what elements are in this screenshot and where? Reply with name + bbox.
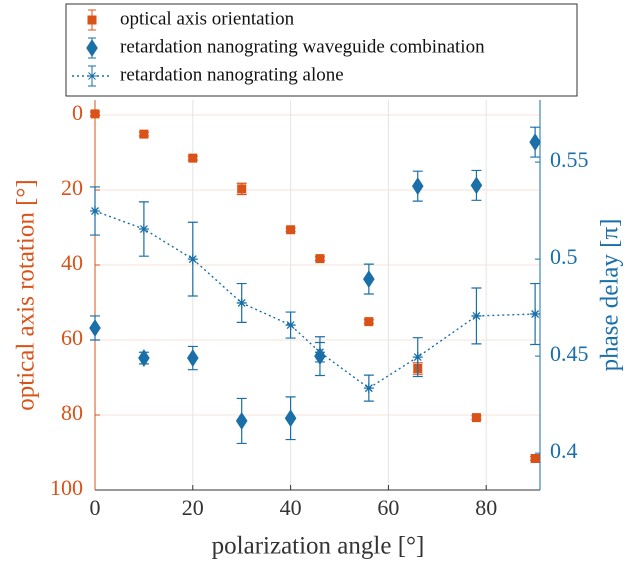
y-tick-label: 80 [61,400,83,425]
marker [363,383,374,394]
x-tick-label: 60 [377,495,399,520]
legend-box [65,3,578,97]
marker [187,254,198,265]
legend-label: retardation nanograting waveguide combin… [120,36,485,57]
x-tick-label: 80 [475,495,497,520]
marker [314,347,325,358]
marker [138,224,149,235]
legend-marker [86,39,98,57]
y-tick-label: 0 [72,100,83,125]
legend-label: optical axis orientation [120,8,295,29]
legend-label: retardation nanograting alone [120,64,344,85]
y2-tick-label: 0.45 [550,341,589,366]
marker [90,109,100,119]
marker [471,413,481,423]
marker [530,454,540,463]
marker [285,320,296,331]
legend-marker [87,71,97,81]
marker [470,176,483,195]
marker [188,153,198,163]
marker [139,129,149,139]
marker [530,309,541,320]
marker [315,254,325,264]
marker [364,317,374,327]
y2-tick-label: 0.55 [550,147,589,172]
legend-marker [87,15,97,25]
marker [471,310,482,321]
marker [284,409,297,428]
x-tick-label: 0 [90,495,101,520]
series-line [94,210,536,389]
marker [286,225,296,235]
y2-tick-label: 0.4 [550,438,578,463]
marker [529,133,541,152]
y2-axis-label: phase delay [π] [597,219,624,372]
marker [363,270,375,289]
marker [90,205,100,216]
y-tick-label: 100 [50,475,83,500]
y-tick-label: 40 [61,250,83,275]
x-tick-label: 20 [182,495,204,520]
y-tick-label: 60 [61,325,83,350]
x-axis-label: polarization angle [°] [212,533,425,560]
y-axis-label: optical axis rotation [°] [13,179,40,410]
y-tick-label: 20 [61,175,83,200]
marker [187,349,199,367]
x-tick-label: 40 [280,495,302,520]
marker [235,412,248,430]
marker [236,297,247,308]
y2-tick-label: 0.5 [550,244,578,269]
marker [237,184,247,194]
marker [412,352,423,363]
marker [138,349,150,367]
marker [411,177,424,196]
marker [89,319,101,337]
